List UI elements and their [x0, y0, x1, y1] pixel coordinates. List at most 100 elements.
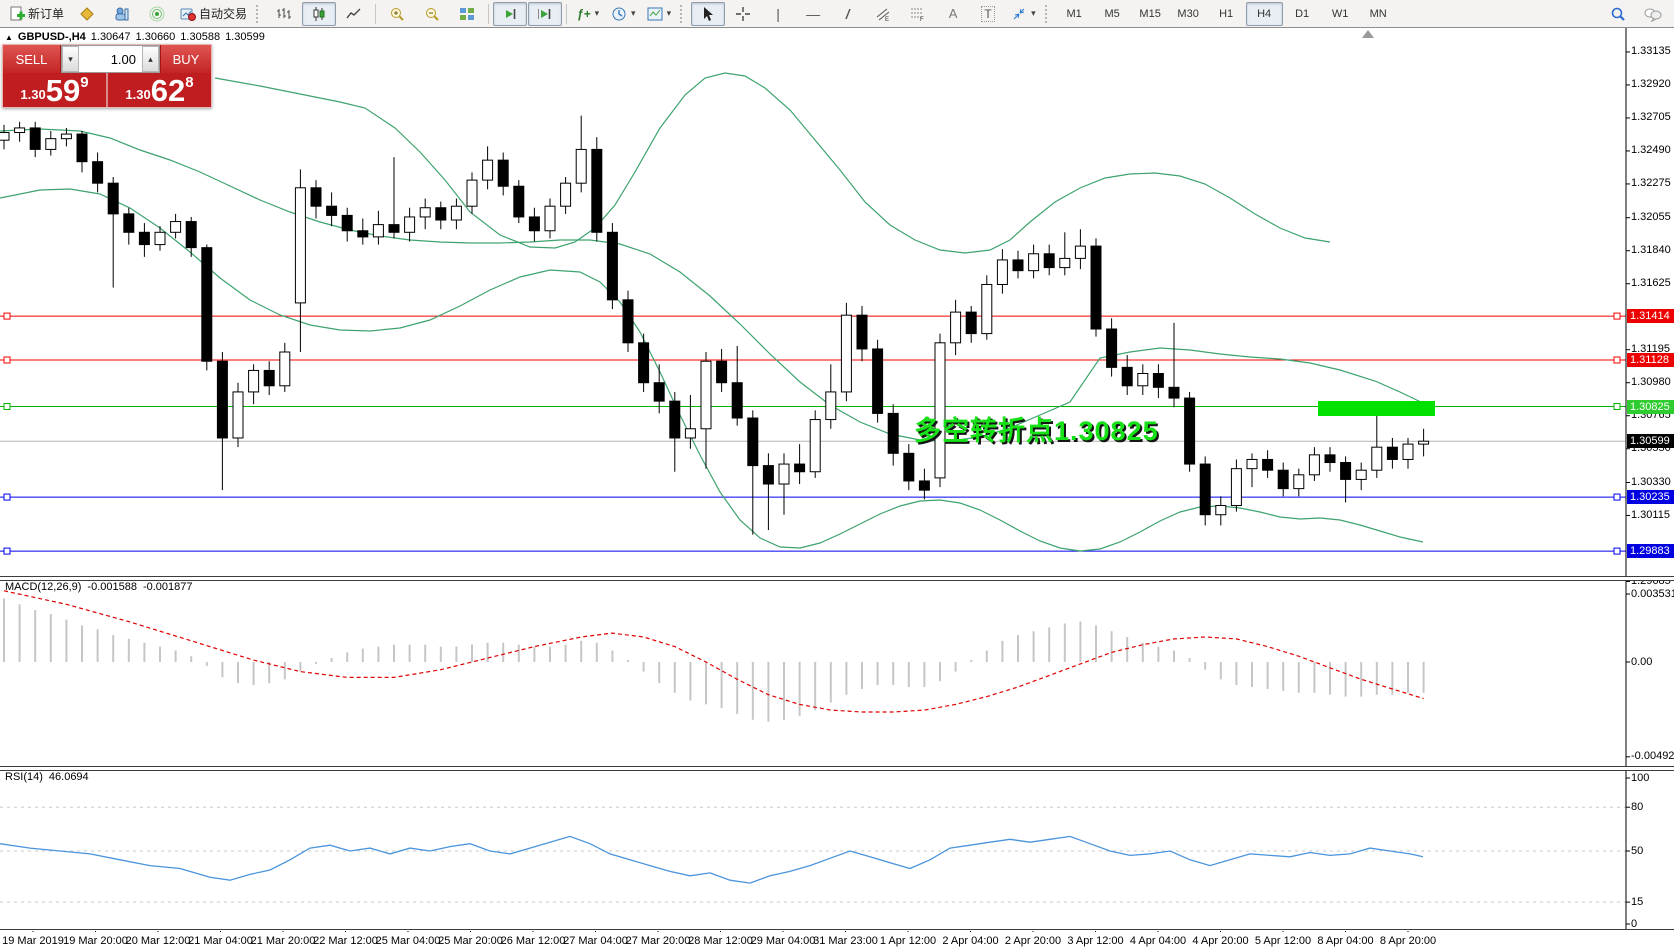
rsi-label: RSI(14) 46.0694 [5, 771, 89, 783]
profiles-icon [115, 7, 129, 20]
date-label: 8 Apr 04:00 [1317, 935, 1374, 947]
collapse-triangle-icon[interactable]: ▲ [5, 32, 13, 42]
axis-label: 1.32275 [1631, 177, 1671, 190]
fibonacci-button[interactable]: F [901, 2, 935, 26]
tile-windows-button[interactable] [450, 2, 484, 26]
macd-main-value: -0.001588 [87, 581, 137, 593]
trendline-button[interactable]: / [831, 2, 865, 26]
vertical-line-button[interactable]: | [761, 2, 795, 26]
auto-scroll-button[interactable] [493, 1, 528, 26]
symbol-title: GBPUSD-,H4 [17, 31, 86, 43]
chart-shift-button[interactable] [528, 1, 563, 26]
buy-price-sup: 8 [185, 74, 194, 91]
timeframe-mn-button[interactable]: MN [1369, 7, 1387, 20]
toolbar-grip [256, 4, 263, 23]
date-label: 21 Mar 04:00 [188, 935, 253, 947]
bar-chart-button[interactable] [267, 2, 301, 26]
new-order-icon [10, 6, 25, 20]
text-button[interactable]: A [936, 2, 970, 26]
clock-icon [612, 7, 626, 20]
fibonacci-icon: F [911, 8, 924, 22]
volume-increase-button[interactable]: ▴ [142, 46, 159, 72]
zoom-in-button[interactable] [380, 2, 414, 26]
turning-point-annotation[interactable]: 多空转折点1.30825 [914, 416, 1159, 446]
sell-button[interactable]: SELL [3, 45, 61, 73]
date-label: 22 Mar 12:00 [313, 935, 378, 947]
scroll-to-end-marker[interactable] [1362, 30, 1374, 38]
axis-label: 1.33135 [1631, 45, 1671, 58]
price-axis[interactable]: 1.33135 1.32920 1.32705 1.32490 1.32275 1.320… [1627, 28, 1674, 930]
date-label: 29 Mar 04:00 [750, 935, 816, 947]
trendline-icon: / [845, 5, 851, 22]
timeframe-m15-button[interactable]: M15 [1139, 7, 1161, 20]
zoom-out-button[interactable] [415, 2, 449, 26]
chart-canvas[interactable] [0, 28, 1674, 949]
buy-price[interactable]: 1.30 62 8 [108, 73, 211, 107]
timeframe-m1-button[interactable]: M1 [1066, 7, 1082, 20]
symbol-info-bar: ▲ GBPUSD-,H4 1.30647 1.30660 1.30588 1.3… [5, 31, 265, 43]
market-watch-button[interactable] [70, 2, 104, 26]
caret-up-icon: ▴ [148, 53, 153, 64]
cursor-button[interactable] [691, 1, 726, 26]
pane-separator[interactable] [0, 576, 1674, 581]
periods-button[interactable]: ▾ [606, 2, 641, 26]
timeframe-w1-button[interactable]: W1 [1331, 7, 1349, 20]
zoom-in-icon [391, 7, 404, 21]
candlestick-chart-button[interactable] [302, 1, 337, 26]
date-axis[interactable]: 19 Mar 2019 19 Mar 20:00 20 Mar 12:00 21 Ma… [0, 932, 1674, 949]
search-icon [1611, 7, 1625, 21]
price-badge: 1.30235 [1627, 490, 1674, 505]
pane-separator[interactable] [0, 766, 1674, 771]
autotrading-button[interactable]: 自动交易 [175, 2, 252, 26]
price-badge: 1.31128 [1627, 352, 1674, 367]
templates-button[interactable]: ▾ [642, 2, 677, 26]
channel-icon: E [876, 8, 890, 22]
equidistant-channel-button[interactable]: E [866, 2, 900, 26]
date-label: 1 Apr 12:00 [879, 935, 937, 947]
autotrading-icon [180, 8, 197, 21]
line-chart-icon [346, 8, 361, 18]
axis-label: 1.30980 [1631, 376, 1671, 389]
text-label-button[interactable]: T [971, 2, 1005, 26]
sell-price-sup: 9 [80, 74, 89, 91]
timeframe-m5-button[interactable]: M5 [1104, 7, 1120, 20]
crosshair-icon [736, 6, 751, 21]
horizontal-line-button[interactable]: — [796, 2, 830, 26]
pane-separator [0, 929, 1674, 931]
toolbar: 新订单 自动交易 ƒ+ ▾ ▾ [0, 0, 1674, 28]
volume-decrease-button[interactable]: ▾ [62, 46, 79, 72]
one-click-trading-panel: SELL ▾ 1.00 ▴ BUY 1.30 59 9 1.30 62 8 [2, 44, 212, 108]
toolbar-grip [680, 4, 687, 23]
timeframe-h4-button[interactable]: H4 [1245, 1, 1283, 26]
buy-button[interactable]: BUY [160, 45, 211, 73]
signals-button[interactable] [140, 2, 174, 26]
date-label: 8 Apr 20:00 [1379, 935, 1437, 947]
signals-icon [149, 6, 165, 21]
chevron-down-icon: ▾ [631, 8, 636, 18]
chevron-down-icon: ▾ [1031, 8, 1036, 18]
macd-signal-value: -0.001877 [142, 581, 193, 593]
chart-window[interactable]: ▲ GBPUSD-,H4 1.30647 1.30660 1.30588 1.3… [0, 28, 1674, 949]
axis-label: 1.32705 [1631, 111, 1671, 124]
axis-label: 1.30115 [1631, 508, 1670, 521]
crosshair-button[interactable] [726, 2, 760, 26]
date-label: 27 Mar 20:00 [625, 935, 691, 947]
volume-control: ▾ 1.00 ▴ [61, 45, 160, 73]
date-label: 28 Mar 12:00 [688, 935, 753, 947]
profiles-button[interactable] [105, 2, 139, 26]
axis-label: 0 [1631, 917, 1638, 930]
new-order-button[interactable]: 新订单 [4, 2, 69, 26]
arrows-button[interactable]: ▾ [1006, 2, 1041, 26]
search-button[interactable] [1601, 2, 1635, 26]
timeframe-d1-button[interactable]: D1 [1295, 7, 1310, 20]
timeframe-m30-button[interactable]: M30 [1177, 7, 1199, 20]
axis-label: 0.003531 [1631, 587, 1674, 600]
sell-price[interactable]: 1.30 59 9 [3, 73, 108, 107]
date-label: 5 Apr 12:00 [1254, 935, 1312, 947]
date-label: 2 Apr 20:00 [1004, 935, 1062, 947]
line-chart-button[interactable] [337, 2, 371, 26]
volume-input[interactable]: 1.00 [79, 46, 142, 72]
indicators-button[interactable]: ƒ+ ▾ [571, 2, 605, 26]
timeframe-h1-button[interactable]: H1 [1219, 7, 1234, 20]
chat-button[interactable] [1636, 2, 1670, 26]
